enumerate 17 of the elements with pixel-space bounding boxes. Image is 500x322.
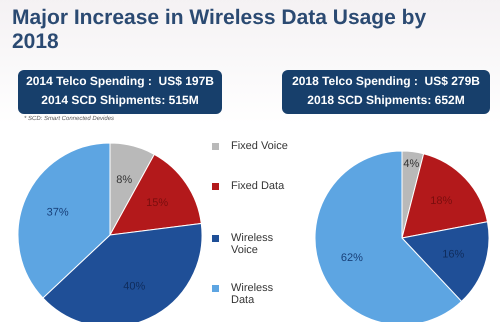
data-label: 4%: [403, 158, 420, 170]
data-label: 18%: [430, 195, 453, 208]
legend-label: Fixed Voice: [231, 140, 289, 152]
legend-label: Wireless Data: [231, 282, 274, 306]
legend-label: Fixed Data: [231, 180, 286, 192]
data-label: 15%: [146, 196, 168, 209]
text: 2014 Telco Spending : US$ 197B: [25, 73, 215, 90]
chart-title: Major Increase in Wireless Data Usage by 2018: [12, 6, 428, 54]
data-label: 62%: [340, 252, 364, 264]
text: 2014 SCD Shipments: 515M: [40, 92, 200, 109]
data-label: 40%: [123, 280, 146, 293]
text: 2018 Telco Spending : US$ 279B: [291, 73, 481, 90]
data-label: 16%: [442, 248, 465, 261]
data-label: 8%: [116, 174, 132, 186]
text: 2018 SCD Shipments: 652M: [306, 92, 466, 109]
legend-label: Wireless Voice: [231, 232, 274, 256]
data-label: 37%: [46, 206, 69, 218]
